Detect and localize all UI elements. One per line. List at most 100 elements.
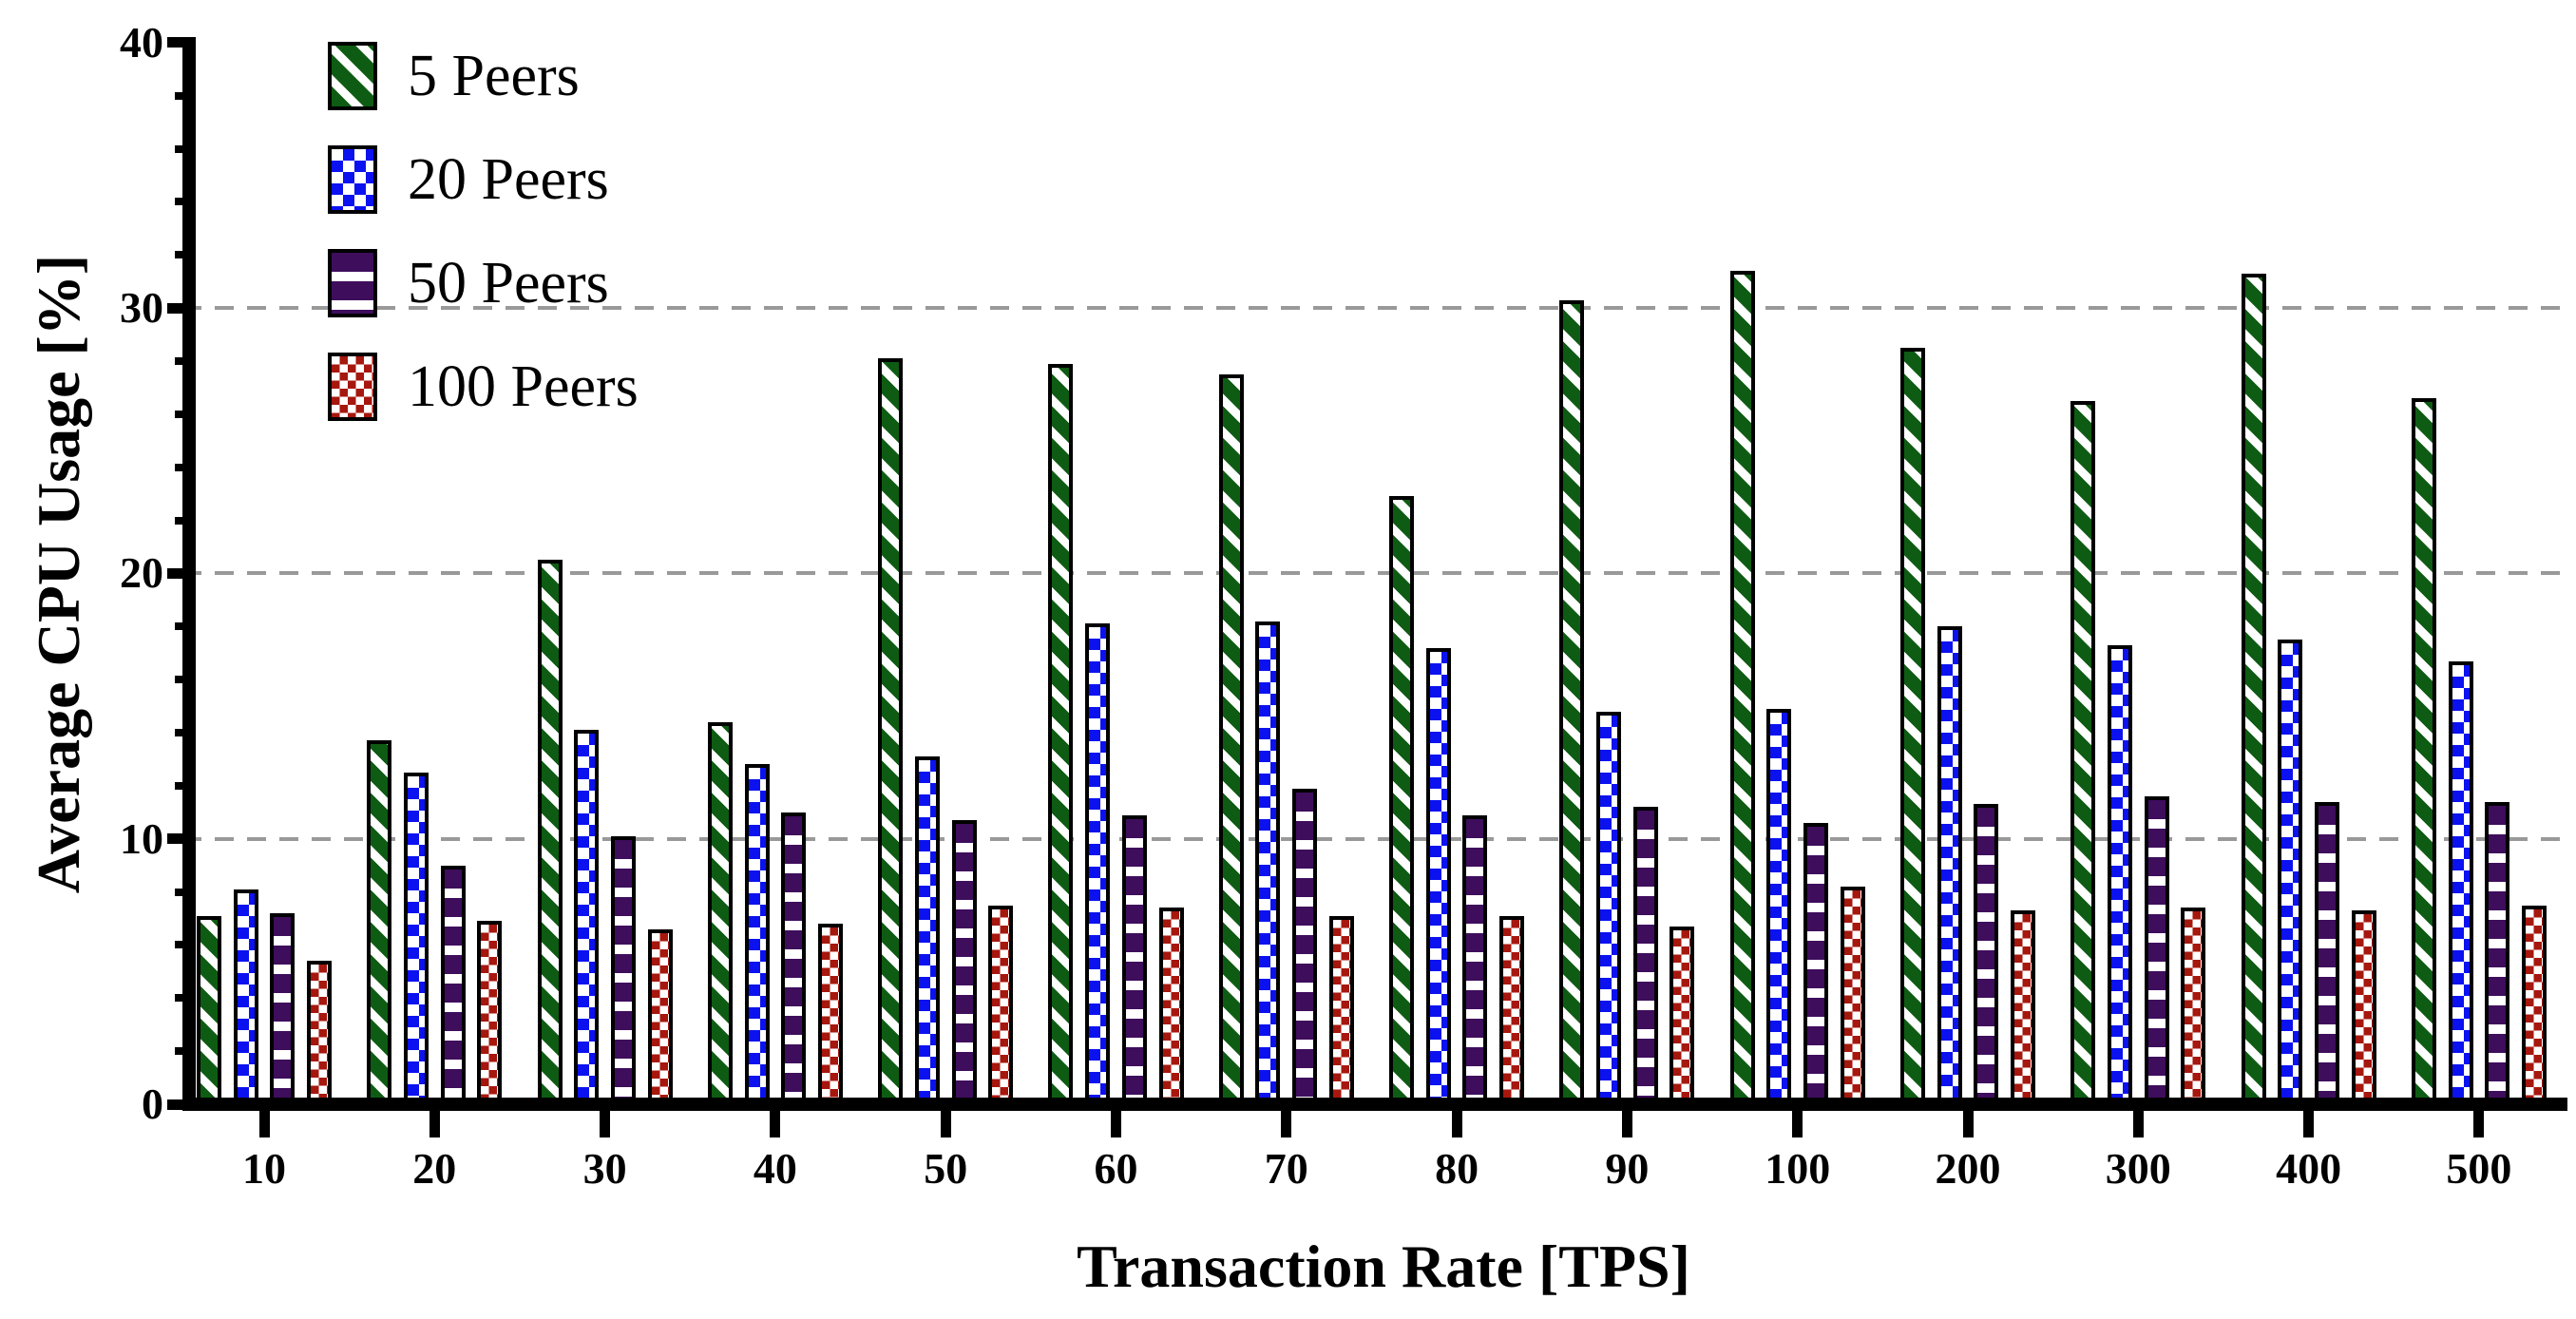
x-tick-label-90: 90 [1605,1144,1650,1193]
bar-50-peers-tps-60 [1121,814,1147,1107]
bar-100-peers-tps-20 [477,921,503,1107]
legend-swatch-checkerboard-large [328,145,377,214]
y-minor-tick-18 [175,622,182,631]
bar-5-peers-tps-500 [2411,398,2436,1107]
legend-item-50-peers: 50 Peers [328,249,639,317]
gridline-10 [182,836,2567,841]
bar-50-peers-tps-80 [1462,814,1488,1107]
bar-50-peers-tps-30 [610,835,636,1107]
y-major-tick-30 [167,302,182,314]
y-minor-tick-32 [175,251,182,259]
y-major-tick-10 [167,833,182,845]
x-tick-label-300: 300 [2105,1144,2171,1193]
x-tick-label-80: 80 [1435,1144,1479,1193]
x-tick-label-200: 200 [1935,1144,2001,1193]
bar-100-peers-tps-70 [1328,915,1354,1107]
y-minor-tick-14 [175,728,182,736]
x-tick-20 [429,1111,440,1137]
y-minor-tick-24 [175,463,182,471]
x-tick-label-50: 50 [924,1144,968,1193]
bar-5-peers-tps-60 [1048,363,1074,1107]
y-minor-tick-8 [175,888,182,896]
bar-20-peers-tps-100 [1766,708,1792,1107]
x-tick-500 [2473,1111,2485,1137]
legend-swatch-horizontal-stripes [328,249,377,317]
bar-20-peers-tps-60 [1085,623,1111,1107]
legend-swatch-checkerboard-small [328,353,377,421]
bar-50-peers-tps-100 [1803,822,1829,1107]
bar-20-peers-tps-20 [403,772,429,1107]
y-tick-label-30: 30 [120,283,163,333]
bar-100-peers-tps-60 [1158,908,1184,1107]
x-tick-label-20: 20 [412,1144,457,1193]
legend-swatch-diagonal-stripes [328,42,377,110]
y-tick-label-0: 0 [142,1080,163,1128]
x-tick-label-100: 100 [1765,1144,1831,1193]
bar-100-peers-tps-300 [2181,908,2206,1107]
bar-100-peers-tps-50 [988,905,1014,1107]
bar-20-peers-tps-50 [914,756,940,1107]
bar-5-peers-tps-40 [707,721,733,1107]
x-tick-label-400: 400 [2276,1144,2342,1193]
x-tick-label-500: 500 [2446,1144,2512,1193]
x-tick-100 [1792,1111,1803,1137]
bar-50-peers-tps-20 [440,865,466,1107]
bar-50-peers-tps-70 [1292,788,1318,1107]
bar-20-peers-tps-30 [574,730,600,1107]
y-minor-tick-26 [175,410,182,418]
bar-100-peers-tps-90 [1670,926,1695,1107]
legend-item-5-peers: 5 Peers [328,42,639,110]
x-tick-label-10: 10 [242,1144,286,1193]
bar-50-peers-tps-90 [1632,807,1658,1107]
bar-20-peers-tps-300 [2107,644,2132,1107]
y-major-tick-40 [167,37,182,48]
y-minor-tick-2 [175,1047,182,1056]
y-minor-tick-16 [175,676,182,684]
x-tick-10 [258,1111,270,1137]
bar-50-peers-tps-200 [1974,804,1999,1107]
x-tick-300 [2132,1111,2144,1137]
bar-20-peers-tps-400 [2278,640,2303,1107]
x-tick-30 [600,1111,611,1137]
bar-50-peers-tps-40 [781,812,807,1107]
bar-100-peers-tps-80 [1499,915,1525,1107]
bar-50-peers-tps-500 [2485,801,2510,1107]
bar-50-peers-tps-10 [270,912,296,1107]
bar-20-peers-tps-80 [1425,647,1451,1107]
x-axis-spine [182,1098,2567,1111]
x-tick-400 [2303,1111,2315,1137]
y-minor-tick-36 [175,144,182,153]
legend-label: 20 Peers [408,147,609,212]
bar-5-peers-tps-200 [1899,347,1925,1107]
x-tick-40 [770,1111,781,1137]
bar-100-peers-tps-200 [2011,910,2036,1107]
gridline-20 [182,571,2567,576]
bar-5-peers-tps-80 [1389,496,1415,1107]
bar-5-peers-tps-400 [2241,273,2266,1107]
x-tick-label-40: 40 [753,1144,797,1193]
bar-5-peers-tps-100 [1729,270,1755,1107]
legend-item-100-peers: 100 Peers [328,353,639,421]
y-minor-tick-22 [175,516,182,525]
y-minor-tick-4 [175,994,182,1003]
bar-100-peers-tps-100 [1840,886,1865,1107]
bar-50-peers-tps-300 [2144,796,2169,1107]
bar-5-peers-tps-70 [1218,373,1244,1107]
x-tick-70 [1281,1111,1292,1137]
bar-100-peers-tps-10 [307,961,333,1107]
legend-label: 50 Peers [408,251,609,315]
bar-20-peers-tps-500 [2448,660,2473,1107]
y-tick-label-10: 10 [120,813,163,863]
bar-5-peers-tps-20 [367,740,392,1107]
legend-label: 100 Peers [408,354,639,419]
bar-20-peers-tps-70 [1255,621,1281,1107]
bar-50-peers-tps-400 [2314,801,2339,1107]
x-tick-80 [1451,1111,1462,1137]
bar-100-peers-tps-500 [2521,905,2547,1107]
bar-20-peers-tps-10 [233,889,258,1107]
x-tick-200 [1962,1111,1974,1137]
bar-100-peers-tps-40 [817,924,843,1107]
bar-20-peers-tps-90 [1596,711,1622,1107]
x-axis-title: Transaction Rate [TPS] [1077,1233,1690,1300]
